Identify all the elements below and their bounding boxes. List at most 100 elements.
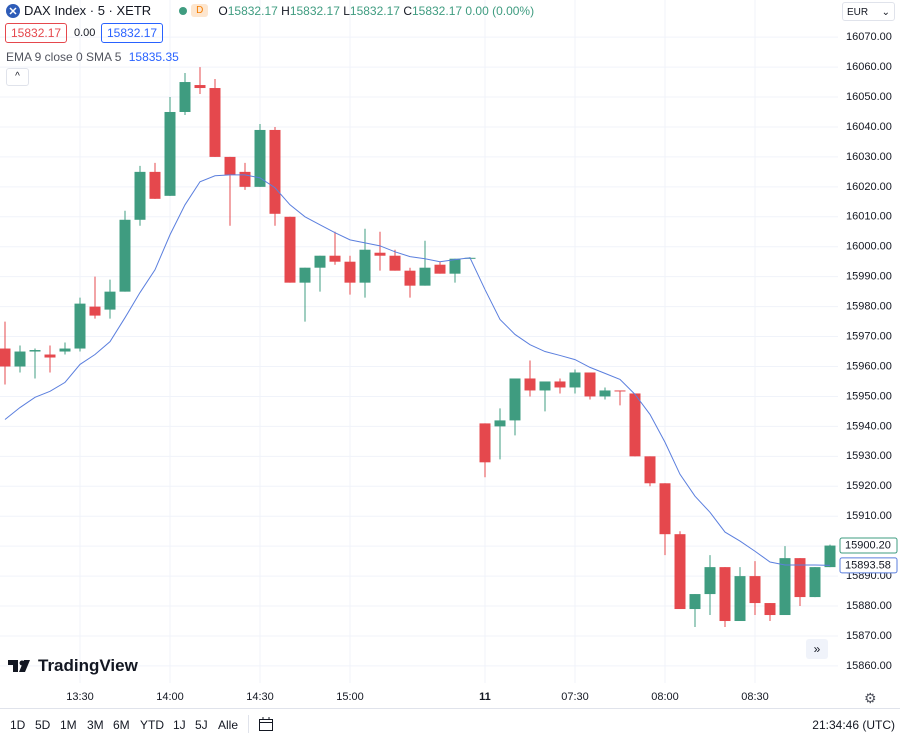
goto-date[interactable] [258, 716, 274, 732]
candle-body [254, 129, 266, 187]
candle-body [0, 348, 11, 367]
header: DAX Index · 5 · XETR D O15832.17 H15832.… [6, 3, 534, 18]
candle-body [584, 372, 596, 397]
ohlc-label: H [281, 3, 290, 18]
range-button[interactable]: 1J [173, 718, 186, 732]
symbol-icon [6, 3, 20, 18]
y-tick-label: 16000.00 [846, 241, 892, 253]
status-dot [179, 6, 188, 15]
ema-last: 15893.58 [845, 559, 891, 571]
y-tick-label: 16020.00 [846, 181, 892, 193]
candle-body [134, 171, 146, 220]
sell-price[interactable]: 15832.17 [5, 23, 68, 43]
clock: 21:34:46 (UTC) [812, 718, 895, 732]
y-tick-label: 15930.00 [846, 450, 892, 462]
settings[interactable]: ⚙ [864, 690, 877, 706]
candle-body [599, 390, 611, 397]
x-tick-label: 14:00 [156, 691, 184, 703]
currency-select[interactable]: EUR ⌄ [842, 2, 895, 21]
candle-body [704, 567, 716, 595]
range-button[interactable]: 5J [195, 718, 208, 732]
y-tick-label: 16030.00 [846, 151, 892, 163]
candle-body [434, 264, 446, 274]
indicator-name: EMA 9 close 0 SMA 5 [6, 50, 122, 64]
candle-body [794, 558, 806, 598]
y-tick-label: 15990.00 [846, 271, 892, 283]
candle-body [824, 545, 836, 568]
candle-body [494, 420, 506, 427]
candle-body [524, 378, 536, 391]
candle-body [809, 567, 821, 598]
candle-body [674, 534, 686, 610]
indicator-value: 15835.35 [128, 50, 179, 64]
toolbar: 21:34:46 (UTC) 1D 5D 1M 3M 6M YTD 1J 5J Alle [0, 708, 900, 738]
range-button[interactable]: YTD [140, 718, 164, 732]
candle-body [734, 576, 746, 622]
candle-body [104, 291, 116, 310]
candle-body [29, 350, 41, 352]
candle-body [374, 252, 386, 256]
candle-body [194, 85, 206, 89]
candle-body [299, 267, 311, 283]
candle-body [314, 255, 326, 268]
currency: EUR [847, 7, 869, 18]
x-tick-label: 07:30 [561, 691, 589, 703]
y-tick-label: 15960.00 [846, 360, 892, 372]
candle-body [44, 354, 56, 358]
chart: 16070.00 16060.00 16050.00 16040.00 16030.00… [0, 0, 900, 708]
ohlc-label: O [218, 3, 228, 18]
scroll-right[interactable]: » [806, 639, 828, 659]
candle-body [179, 82, 191, 112]
y-tick-label: 16050.00 [846, 91, 892, 103]
candle-body [539, 381, 551, 391]
candle-body [419, 267, 431, 286]
y-tick-label: 15980.00 [846, 301, 892, 313]
candle-body [164, 111, 176, 196]
candle-body [749, 576, 761, 604]
range-button[interactable]: Alle [218, 718, 239, 732]
change: 0.00 (0.00%) [465, 3, 535, 18]
candle-body [209, 88, 221, 157]
price-axis-bg [838, 0, 900, 708]
x-tick-label: 15:00 [336, 691, 364, 703]
buy-price[interactable]: 15832.17 [101, 23, 164, 43]
symbol: DAX Index · 5 · XETR [24, 3, 152, 18]
candle-body [779, 558, 791, 616]
candle-body [509, 378, 521, 421]
indicator-legend: EMA 9 close 0 SMA 5 15835.35 [6, 50, 179, 64]
y-tick-label: 15880.00 [846, 600, 892, 612]
candle-body [479, 423, 491, 463]
x-tick-label: 14:30 [246, 691, 274, 703]
candle-body [554, 381, 566, 388]
candle-body [269, 129, 281, 214]
candle-body [239, 171, 251, 187]
spread: 0.00 [74, 27, 96, 39]
candle-body [359, 249, 371, 283]
ohlc-value: 15832.17 [411, 3, 463, 18]
candle-body [344, 261, 356, 283]
y-tick-label: 15860.00 [846, 660, 892, 672]
x-tick-label: 11 [479, 691, 491, 703]
logo-icon [8, 660, 30, 672]
range-button[interactable]: 5D [35, 718, 51, 732]
candle-body [689, 594, 701, 610]
range-button[interactable]: 1D [10, 718, 26, 732]
candle-body [74, 303, 86, 349]
candle-body [404, 270, 416, 286]
y-tick-label: 16040.00 [846, 121, 892, 133]
brand-name: TradingView [38, 656, 138, 675]
ema-last-box [839, 557, 898, 574]
candle-body [764, 603, 776, 616]
y-tick-label: 15950.00 [846, 390, 892, 402]
y-tick-label: 16060.00 [846, 61, 892, 73]
separator [248, 715, 249, 733]
range-button[interactable]: 6M [113, 718, 130, 732]
collapse-button[interactable]: ^ [6, 68, 29, 86]
y-tick-label: 15970.00 [846, 330, 892, 342]
candle-body [719, 567, 731, 622]
range-button[interactable]: 1M [60, 718, 77, 732]
candle-body [644, 456, 656, 484]
candle-body [389, 255, 401, 271]
range-button[interactable]: 3M [87, 718, 104, 732]
candle-body [449, 258, 461, 274]
